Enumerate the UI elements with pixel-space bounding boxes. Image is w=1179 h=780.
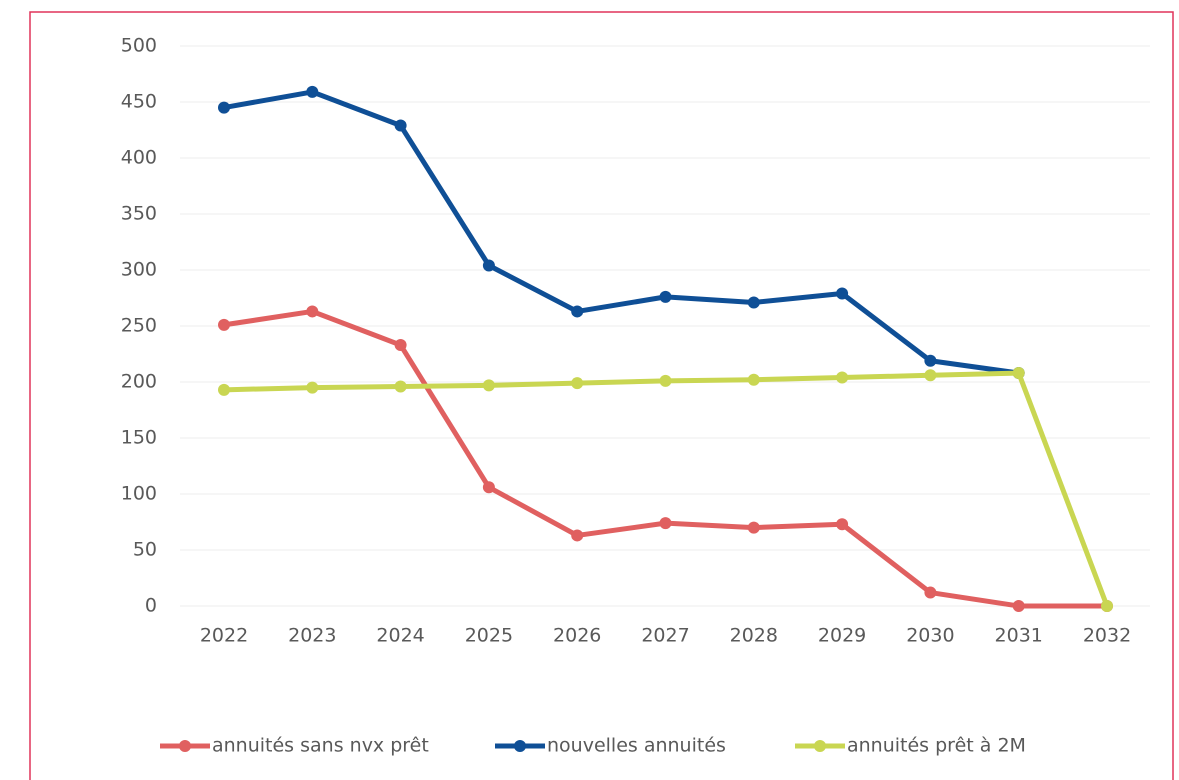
chart-border (29, 11, 1174, 780)
data-point (659, 290, 672, 303)
x-tick-label: 2025 (465, 625, 513, 647)
x-tick-label: 2027 (641, 625, 689, 647)
legend-label: annuités prêt à 2M (847, 735, 1026, 757)
legend-marker (514, 740, 526, 752)
y-tick-label: 200 (121, 371, 157, 393)
data-point (659, 517, 672, 530)
data-point (924, 369, 937, 382)
data-point (394, 119, 407, 132)
y-tick-label: 400 (121, 147, 157, 169)
series-line (223, 308, 1107, 609)
data-point (571, 529, 584, 542)
series-line (223, 370, 1110, 607)
data-point (306, 305, 319, 318)
data-point (659, 374, 672, 387)
data-point (482, 379, 495, 392)
data-point (571, 305, 584, 318)
y-tick-label: 150 (121, 427, 157, 449)
data-point (836, 518, 849, 531)
legend-marker (814, 740, 826, 752)
data-point (218, 101, 230, 114)
data-point (924, 354, 937, 367)
x-tick-label: 2028 (730, 625, 778, 647)
data-point (306, 381, 319, 394)
legend-label: nouvelles annuités (547, 735, 726, 757)
y-tick-label: 50 (133, 539, 157, 561)
data-point (747, 373, 760, 386)
data-point (1012, 600, 1025, 612)
x-tick-label: 2023 (288, 625, 336, 647)
y-tick-label: 300 (121, 259, 157, 281)
x-tick-label: 2031 (995, 625, 1043, 647)
x-tick-label: 2022 (200, 625, 248, 647)
y-tick-label: 100 (121, 483, 157, 505)
x-tick-label: 2024 (376, 625, 424, 647)
data-point (218, 383, 230, 396)
y-tick-label: 500 (121, 35, 157, 57)
legend-marker (179, 740, 191, 752)
data-point (218, 318, 230, 331)
x-tick-label: 2026 (553, 625, 601, 647)
data-point (747, 521, 760, 534)
x-tick-label: 2032 (1083, 625, 1131, 647)
x-tick-label: 2030 (906, 625, 954, 647)
series-line (223, 89, 1020, 376)
data-point (1012, 367, 1025, 380)
y-tick-label: 350 (121, 203, 157, 225)
data-point (747, 296, 760, 309)
y-tick-label: 450 (121, 91, 157, 113)
x-tick-label: 2029 (818, 625, 866, 647)
data-point (1101, 600, 1113, 612)
y-tick-label: 250 (121, 315, 157, 337)
data-point (482, 481, 495, 494)
data-point (482, 259, 495, 272)
data-point (924, 586, 937, 599)
legend-label: annuités sans nvx prêt (212, 735, 429, 757)
data-point (571, 377, 584, 390)
data-point (394, 339, 407, 352)
data-point (836, 287, 849, 300)
data-point (394, 380, 407, 393)
data-point (306, 85, 319, 98)
y-tick-label: 0 (145, 595, 157, 617)
data-point (836, 371, 849, 384)
